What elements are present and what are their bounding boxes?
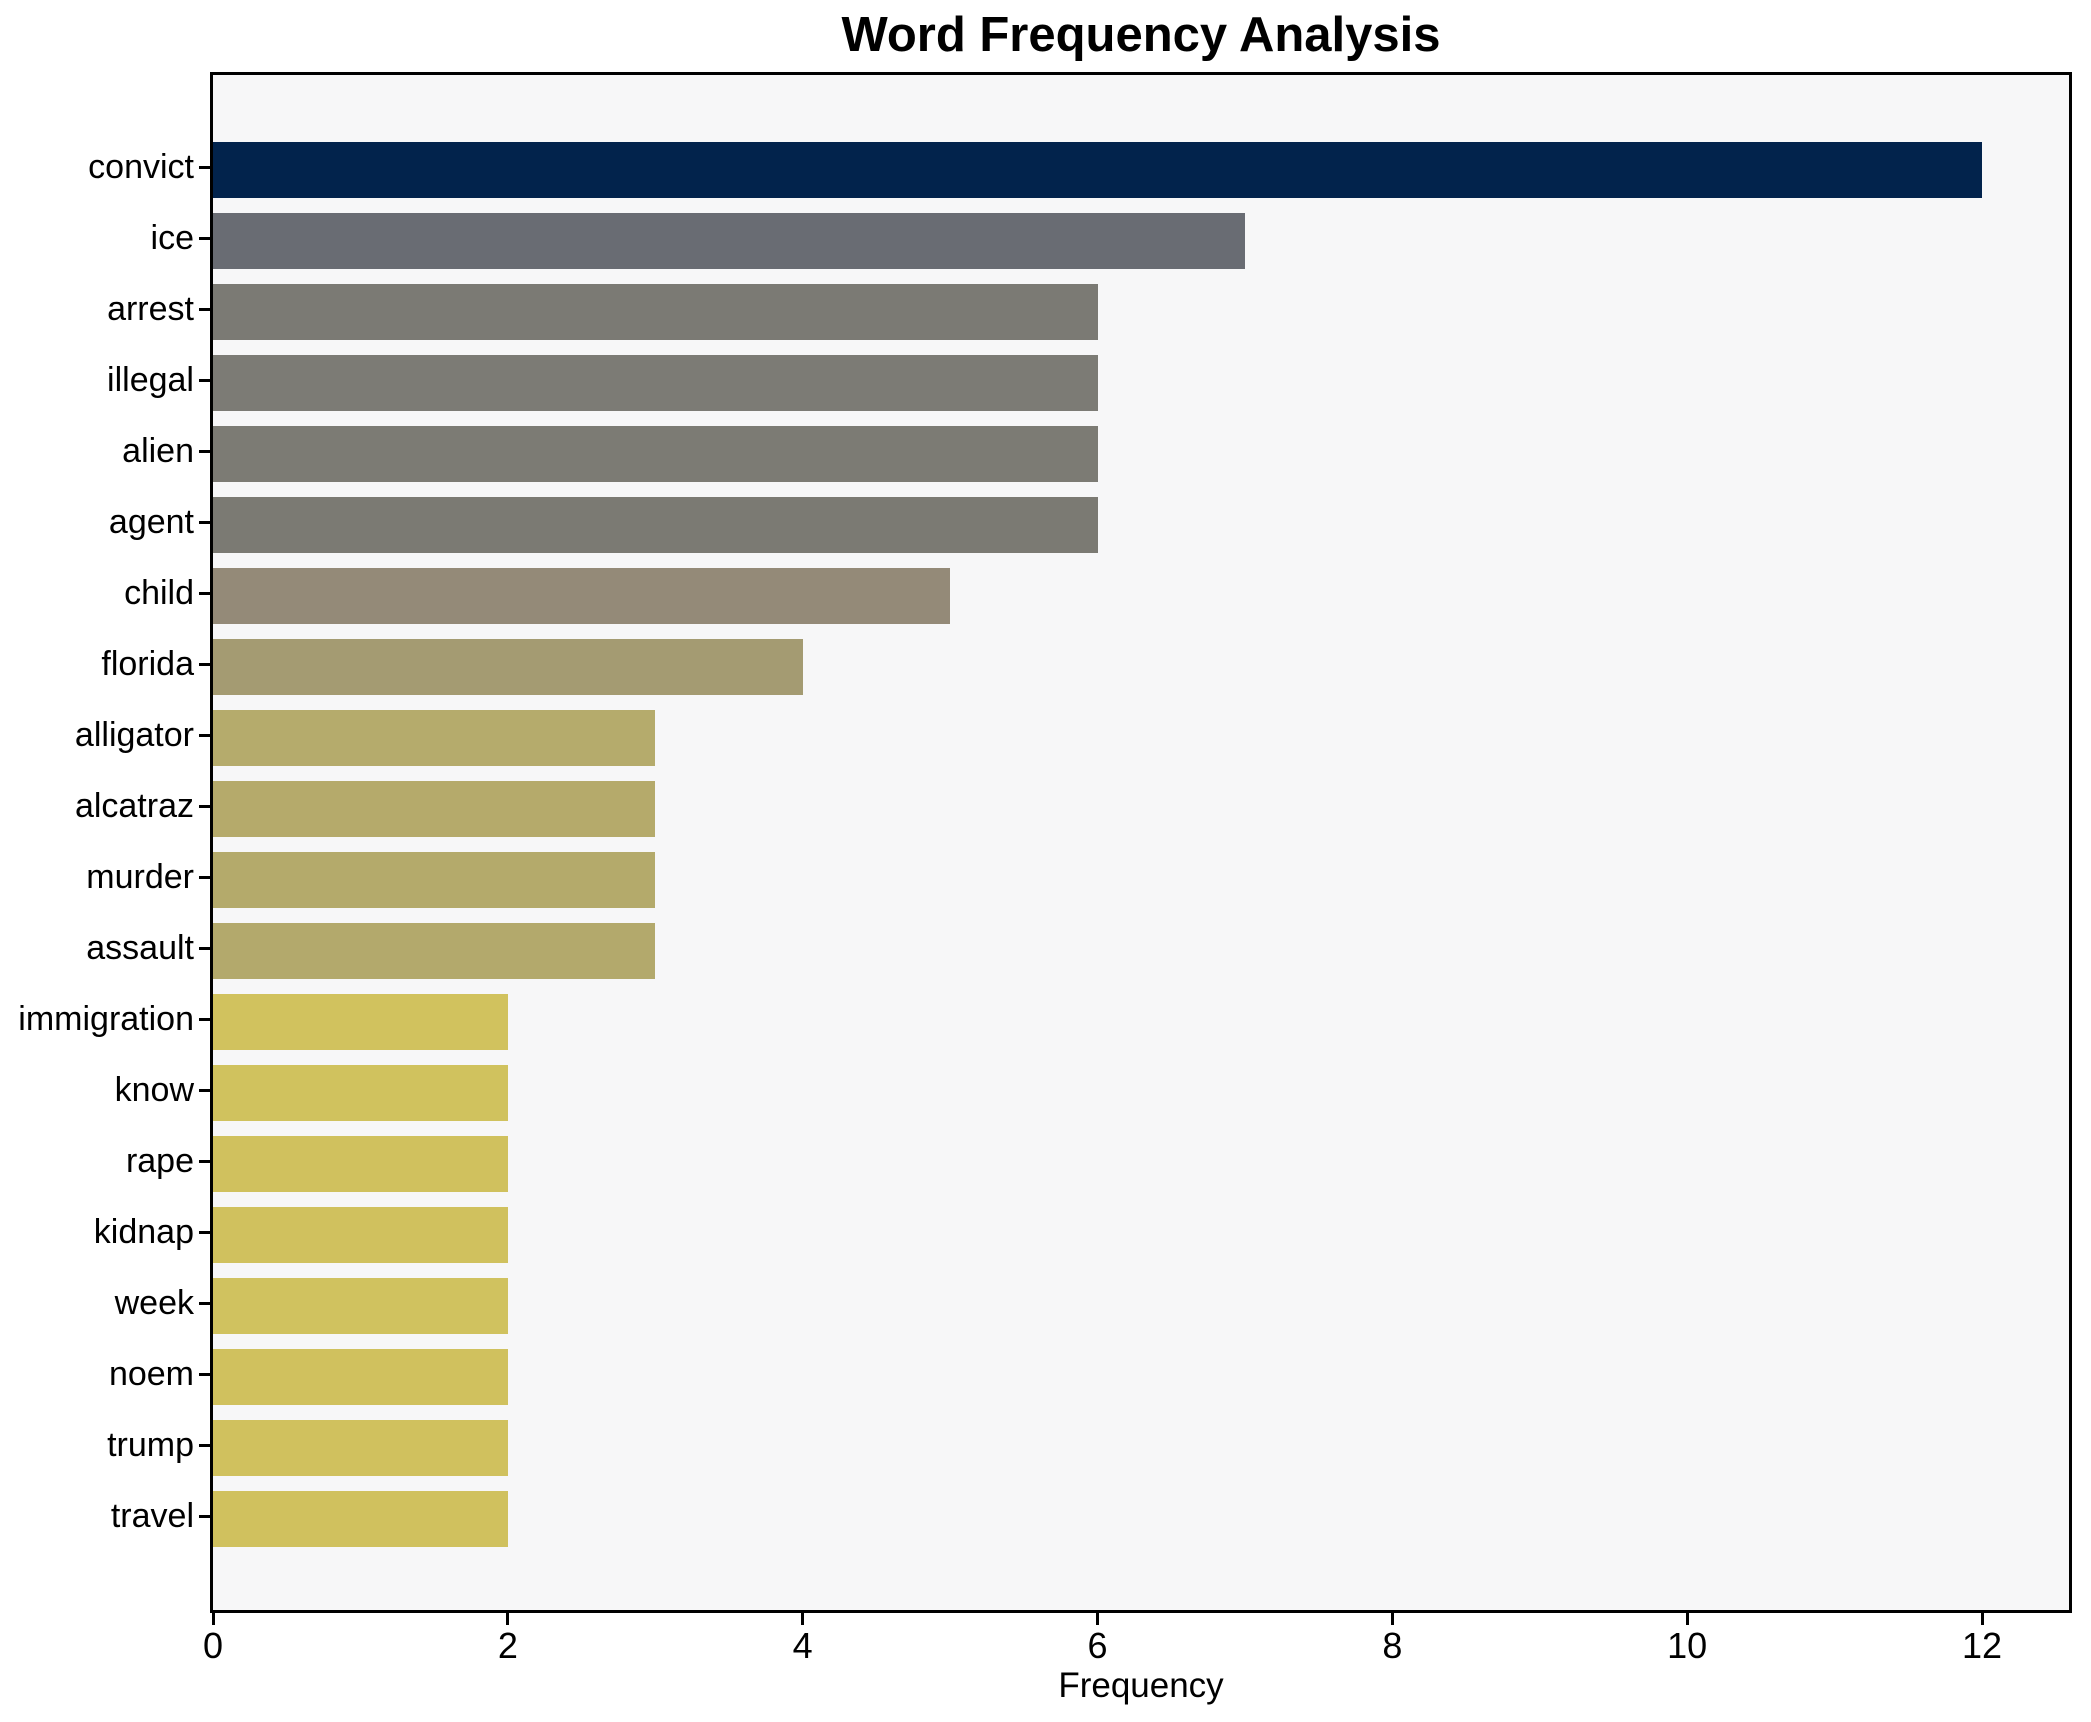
ytick-label-agent: agent	[108, 503, 194, 541]
ytick-mark	[199, 166, 210, 169]
xtick-label-10: 10	[1667, 1625, 1708, 1666]
ytick-label-trump: trump	[107, 1426, 194, 1464]
xtick-label-4: 4	[792, 1625, 813, 1666]
bar-agent	[213, 497, 1098, 553]
bar-ice	[213, 213, 1245, 269]
ytick-label-rape: rape	[125, 1142, 194, 1180]
bar-alien	[213, 426, 1098, 482]
xtick-mark	[801, 1613, 805, 1625]
ytick-label-know: know	[114, 1071, 194, 1109]
ytick-label-florida: florida	[101, 645, 194, 683]
ytick-mark	[199, 237, 210, 240]
xtick-label-2: 2	[497, 1625, 518, 1666]
bar-rape	[213, 1136, 508, 1192]
ytick-mark	[199, 1018, 210, 1021]
ytick-mark	[199, 592, 210, 595]
ytick-label-murder: murder	[86, 858, 194, 896]
x-axis-label: Frequency	[1058, 1666, 1224, 1705]
xtick-mark	[1096, 1613, 1099, 1625]
xtick-mark	[1390, 1613, 1394, 1625]
bar-week	[213, 1278, 508, 1334]
ytick-mark	[199, 1231, 210, 1234]
ytick-mark	[199, 450, 210, 453]
bar-arrest	[213, 284, 1098, 340]
bar-kidnap	[213, 1207, 508, 1263]
ytick-mark	[199, 805, 210, 808]
ytick-label-convict: convict	[88, 148, 194, 186]
ytick-mark	[199, 1444, 210, 1447]
bar-convict	[213, 142, 1982, 198]
xtick-mark	[1685, 1613, 1689, 1625]
ytick-label-ice: ice	[150, 219, 194, 257]
bar-trump	[213, 1420, 508, 1476]
ytick-label-immigration: immigration	[18, 1000, 194, 1038]
bar-florida	[213, 639, 803, 695]
xtick-mark	[1980, 1613, 1984, 1625]
bar-murder	[213, 852, 655, 908]
bar-assault	[213, 923, 655, 979]
bar-illegal	[213, 355, 1098, 411]
ytick-mark	[199, 1515, 210, 1518]
ytick-mark	[199, 1089, 210, 1092]
ytick-label-kidnap: kidnap	[93, 1213, 194, 1251]
ytick-mark	[199, 1373, 210, 1376]
ytick-label-alligator: alligator	[74, 716, 194, 754]
ytick-label-illegal: illegal	[107, 361, 194, 399]
bar-noem	[213, 1349, 508, 1405]
ytick-label-alien: alien	[122, 432, 194, 470]
xtick-label-6: 6	[1087, 1625, 1108, 1666]
ytick-mark	[199, 734, 210, 737]
bar-immigration	[213, 994, 508, 1050]
xtick-label-12: 12	[1961, 1625, 2003, 1666]
chart-title: Word Frequency Analysis	[841, 8, 1441, 62]
xtick-label-8: 8	[1382, 1625, 1403, 1666]
bar-alligator	[213, 710, 655, 766]
xtick-label-0: 0	[202, 1625, 224, 1666]
ytick-mark	[199, 876, 210, 879]
ytick-label-child: child	[124, 574, 194, 612]
xtick-mark	[211, 1613, 215, 1625]
ytick-mark	[199, 1160, 210, 1163]
ytick-mark	[199, 308, 210, 311]
ytick-mark	[199, 521, 210, 524]
ytick-label-assault: assault	[86, 929, 194, 967]
ytick-mark	[199, 663, 210, 666]
bar-travel	[213, 1491, 508, 1547]
ytick-label-travel: travel	[110, 1497, 194, 1535]
ytick-mark	[199, 947, 210, 950]
xtick-mark	[506, 1613, 510, 1625]
ytick-mark	[199, 1302, 210, 1305]
ytick-label-arrest: arrest	[107, 290, 194, 328]
ytick-label-noem: noem	[108, 1355, 194, 1393]
bar-know	[213, 1065, 508, 1121]
bar-child	[213, 568, 950, 624]
ytick-mark	[199, 379, 210, 382]
ytick-label-alcatraz: alcatraz	[74, 787, 194, 825]
plot-area	[210, 72, 2072, 1613]
ytick-label-week: week	[114, 1284, 194, 1322]
bar-alcatraz	[213, 781, 655, 837]
